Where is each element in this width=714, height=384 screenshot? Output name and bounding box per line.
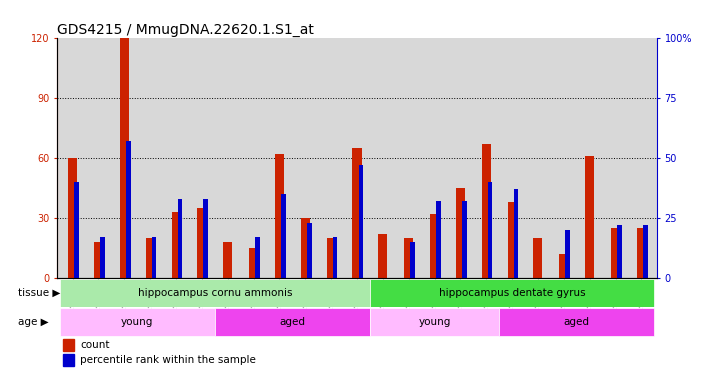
Bar — [565, 230, 570, 278]
Bar — [611, 228, 620, 278]
Bar — [223, 242, 232, 278]
Bar — [370, 308, 499, 336]
Text: young: young — [418, 317, 451, 327]
Bar — [203, 199, 208, 278]
Bar — [482, 144, 491, 278]
Bar — [215, 308, 370, 336]
Bar — [499, 308, 654, 336]
Bar — [301, 218, 310, 278]
Text: tissue ▶: tissue ▶ — [18, 288, 61, 298]
Bar — [370, 279, 654, 307]
Bar — [585, 156, 594, 278]
Bar — [513, 189, 518, 278]
Bar — [60, 279, 370, 307]
Bar — [462, 201, 467, 278]
Bar — [146, 238, 155, 278]
Text: hippocampus cornu ammonis: hippocampus cornu ammonis — [138, 288, 292, 298]
Bar — [94, 242, 103, 278]
Bar — [126, 141, 131, 278]
Bar — [643, 225, 648, 278]
Bar — [378, 234, 388, 278]
Bar — [533, 238, 543, 278]
Bar — [559, 254, 568, 278]
Bar — [120, 38, 129, 278]
Bar — [430, 214, 439, 278]
Bar — [255, 237, 260, 278]
Bar — [488, 182, 493, 278]
Text: count: count — [80, 340, 109, 350]
Text: aged: aged — [279, 317, 306, 327]
Bar — [178, 199, 182, 278]
Bar — [436, 201, 441, 278]
Text: GDS4215 / MmugDNA.22620.1.S1_at: GDS4215 / MmugDNA.22620.1.S1_at — [57, 23, 314, 37]
Bar — [508, 202, 517, 278]
Bar — [617, 225, 622, 278]
Bar — [281, 194, 286, 278]
Bar — [100, 237, 105, 278]
Bar — [171, 212, 181, 278]
Bar — [326, 238, 336, 278]
Bar — [63, 339, 74, 351]
Bar — [152, 237, 156, 278]
Bar — [637, 228, 646, 278]
Text: hippocampus dentate gyrus: hippocampus dentate gyrus — [439, 288, 585, 298]
Bar — [60, 308, 215, 336]
Text: percentile rank within the sample: percentile rank within the sample — [80, 355, 256, 365]
Bar — [68, 158, 77, 278]
Bar — [63, 354, 74, 366]
Bar — [353, 148, 361, 278]
Bar — [333, 237, 337, 278]
Bar — [74, 182, 79, 278]
Text: age ▶: age ▶ — [18, 317, 49, 327]
Bar — [249, 248, 258, 278]
Bar — [358, 166, 363, 278]
Text: young: young — [121, 317, 154, 327]
Bar — [411, 242, 415, 278]
Bar — [275, 154, 284, 278]
Bar — [197, 208, 206, 278]
Bar — [456, 188, 465, 278]
Bar — [404, 238, 413, 278]
Bar — [307, 223, 311, 278]
Text: aged: aged — [564, 317, 590, 327]
